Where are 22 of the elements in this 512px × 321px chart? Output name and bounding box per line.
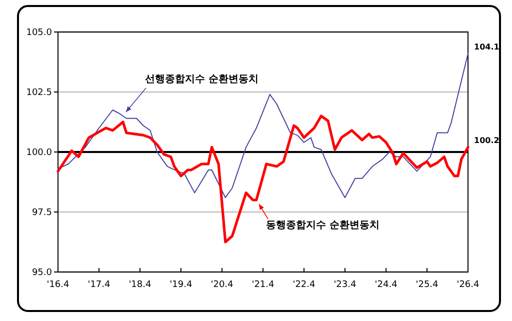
x-tick-label: '19.4 (170, 280, 192, 290)
y-tick-label: 97.5 (32, 208, 52, 218)
legend-label: 동행종합지수 순환변동치 (266, 220, 380, 231)
x-tick-label: '26.4 (456, 280, 480, 290)
y-tick-label: 95.0 (32, 268, 52, 278)
series-label: 선행종합지수 순환변동치 (145, 74, 258, 85)
line-series (58, 53, 468, 198)
line-series (56, 114, 470, 244)
x-tick-label: '21.4 (252, 280, 275, 290)
data-label: 104.1 (474, 42, 500, 52)
x-tick-label: '24.4 (374, 280, 398, 290)
x-tick-label: '23.4 (334, 280, 356, 290)
data-label: 100.2 (474, 136, 500, 146)
x-tick-label: '16.4 (46, 280, 70, 290)
y-tick-label: 102.5 (26, 88, 52, 98)
x-tick-label: '20.4 (210, 280, 234, 290)
y-tick-label: 105.0 (26, 28, 52, 38)
x-tick-label: '22.4 (292, 280, 316, 290)
y-tick-label: 100.0 (26, 148, 52, 158)
x-tick-label: '18.4 (128, 280, 152, 290)
x-tick-label: '17.4 (88, 280, 111, 290)
x-tick-label: '25.4 (416, 280, 439, 290)
